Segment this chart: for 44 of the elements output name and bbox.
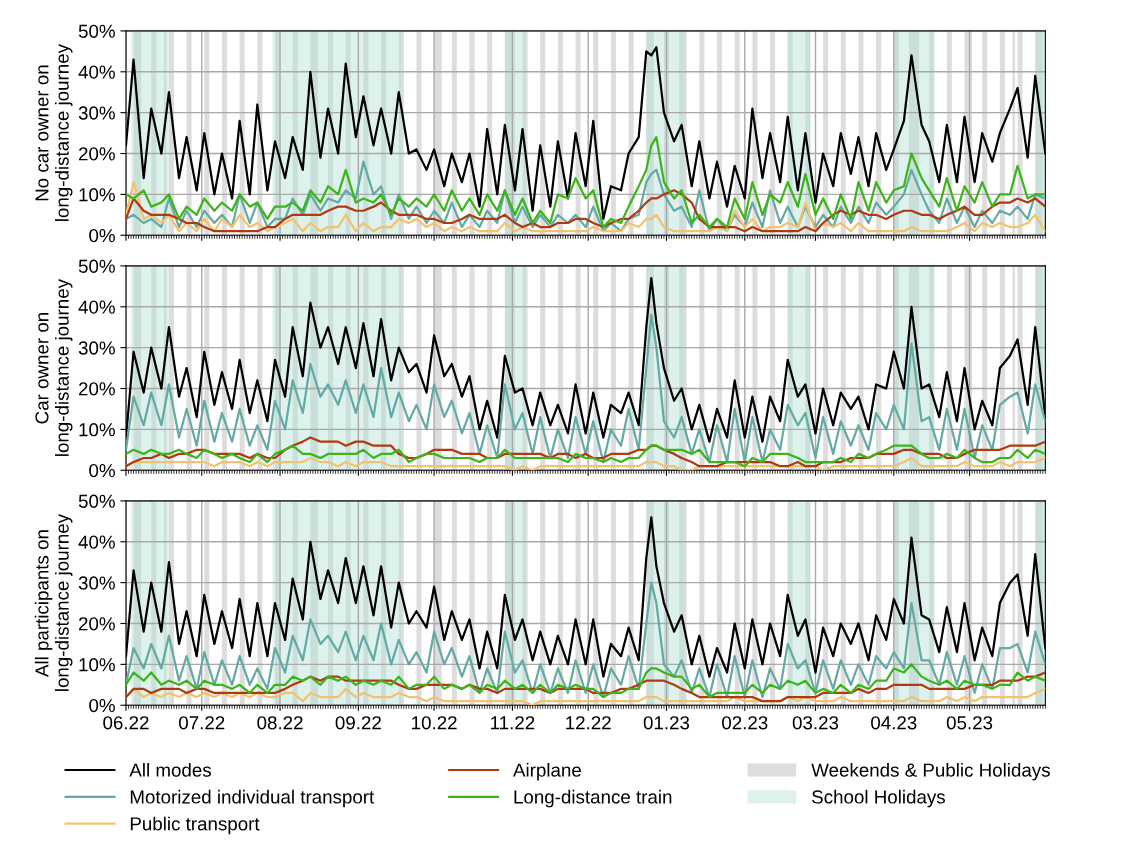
y-tick-label: 50% xyxy=(78,494,115,508)
y-tick-label: 40% xyxy=(78,535,115,549)
legend-label: School Holidays xyxy=(812,789,945,808)
y-tick-label: 30% xyxy=(78,106,115,120)
x-tick-label: 06.22 xyxy=(103,716,149,730)
x-tick-label: 04.23 xyxy=(871,716,917,730)
y-tick-label: 30% xyxy=(78,576,115,590)
x-tick-label: 07.22 xyxy=(179,716,225,730)
x-tick-label: 12.22 xyxy=(566,716,611,730)
line-series xyxy=(125,136,1046,229)
legend-label: All modes xyxy=(129,762,211,777)
y-tick-label: 50% xyxy=(78,259,115,273)
x-tick-label: 09.22 xyxy=(335,716,381,730)
x-tick-label: 08.22 xyxy=(257,716,303,730)
legend-label: Motorized individual transport xyxy=(130,789,375,808)
line-series xyxy=(125,581,1046,699)
legend-label: Weekends & Public Holidays xyxy=(811,762,1050,781)
y-tick-label: 10% xyxy=(79,188,115,202)
y-tick-label: 0% xyxy=(89,698,115,713)
y-tick-label: 20% xyxy=(78,382,115,396)
y-tick-label: 20% xyxy=(78,617,115,631)
y-tick-label: 50% xyxy=(78,24,115,38)
x-tick-label: 05.23 xyxy=(946,716,993,730)
y-tick-label: 40% xyxy=(78,300,115,314)
y-axis-title: No car owner on long-distance journey xyxy=(35,44,73,221)
y-tick-label: 10% xyxy=(79,658,115,672)
x-tick-label: 01.23 xyxy=(643,716,690,730)
x-tick-label: 11.22 xyxy=(491,716,535,730)
y-tick-label: 0% xyxy=(89,463,115,478)
y-tick-label: 10% xyxy=(79,423,115,437)
y-axis-title: All participants on long-distance journey xyxy=(34,513,73,691)
y-tick-label: 30% xyxy=(78,341,115,355)
y-tick-label: 40% xyxy=(78,65,115,79)
legend-label: Long-distance train xyxy=(514,789,672,808)
y-tick-label: 0% xyxy=(89,228,115,243)
legend-label: Public transport xyxy=(130,816,260,835)
line-series xyxy=(125,313,1046,464)
line-series xyxy=(125,663,1046,699)
x-tick-label: 02.23 xyxy=(722,716,768,730)
y-tick-label: 20% xyxy=(78,147,115,161)
y-axis-title: Car owner on long-distance journey xyxy=(35,278,73,456)
legend-label: Airplane xyxy=(513,762,581,781)
x-tick-label: 03.23 xyxy=(792,716,839,730)
x-tick-label: 10.22 xyxy=(412,716,457,730)
